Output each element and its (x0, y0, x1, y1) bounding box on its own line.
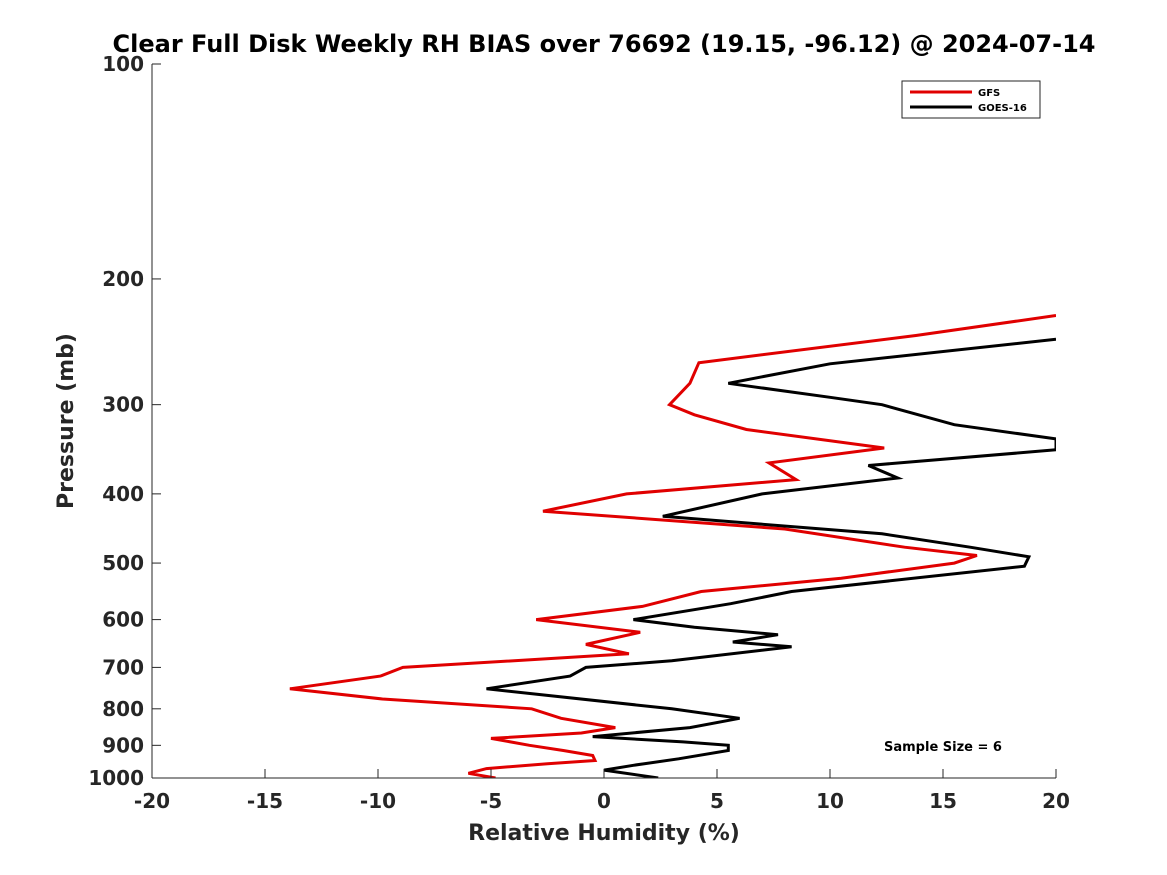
series-line-goes16 (486, 337, 1056, 778)
y-tick-label: 300 (102, 393, 144, 417)
series-layer (289, 314, 1056, 778)
legend: GFS GOES-16 (901, 80, 1041, 119)
legend-box (901, 80, 1041, 119)
legend-label-goes16: GOES-16 (978, 103, 1027, 114)
y-tick-label: 100 (102, 52, 144, 76)
y-axis-label: Pressure (mb) (54, 333, 79, 509)
y-tick-label: 900 (102, 733, 144, 757)
y-tick-label: 500 (102, 551, 144, 575)
series-line-gfs (289, 314, 1056, 778)
x-tick-label: 10 (816, 789, 844, 813)
y-tick-label: 200 (102, 267, 144, 291)
sample-size-annotation: Sample Size = 6 (884, 740, 1002, 755)
y-tick-label: 800 (102, 697, 144, 721)
plot-area: -20 -15 -10 -5 0 5 10 15 20 100 200 300 400 500 600 70… (88, 52, 1070, 813)
y-ticks: 100 200 300 400 500 600 700 800 900 1000 (88, 52, 161, 790)
x-tick-label: -10 (360, 789, 396, 813)
y-tick-label: 600 (102, 608, 144, 632)
y-tick-label: 400 (102, 482, 144, 506)
x-axis-label: Relative Humidity (%) (468, 821, 740, 846)
x-tick-label: 0 (597, 789, 611, 813)
x-tick-label: -5 (480, 789, 502, 813)
x-tick-label: 5 (710, 789, 724, 813)
x-ticks: -20 -15 -10 -5 0 5 10 15 20 (134, 769, 1070, 813)
chart-title: Clear Full Disk Weekly RH BIAS over 7669… (113, 30, 1096, 58)
x-tick-label: -20 (134, 789, 170, 813)
legend-label-gfs: GFS (978, 88, 1000, 99)
y-tick-label: 1000 (88, 766, 144, 790)
y-tick-label: 700 (102, 655, 144, 679)
x-tick-label: -15 (247, 789, 283, 813)
x-tick-label: 20 (1042, 789, 1070, 813)
x-tick-label: 15 (929, 789, 957, 813)
